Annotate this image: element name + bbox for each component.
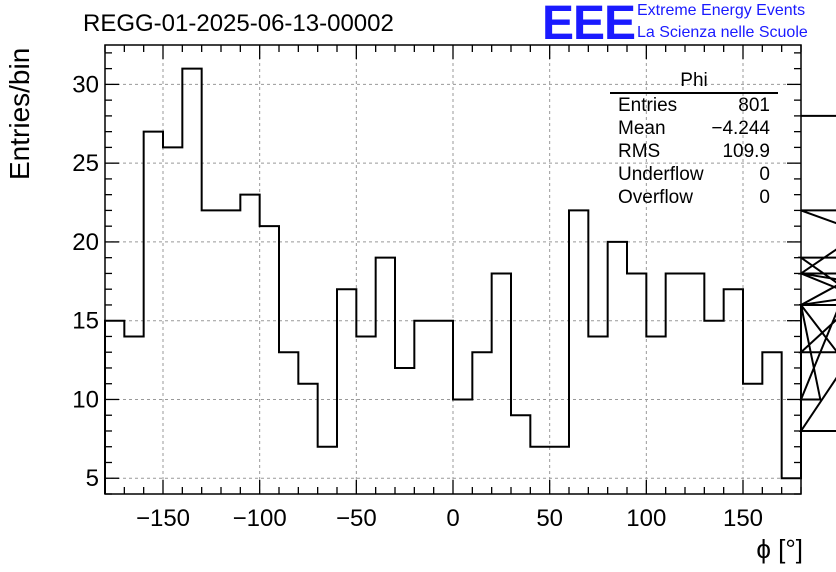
y-tick-label: 10: [72, 386, 99, 413]
y-tick-label: 5: [86, 465, 99, 492]
stats-value: 0: [759, 164, 770, 185]
plot-title: REGG-01-2025-06-13-00002: [83, 10, 394, 37]
stats-label: Underflow: [618, 164, 704, 185]
stats-label: Mean: [618, 118, 666, 139]
y-tick-label: 30: [72, 71, 99, 98]
stats-label: Entries: [618, 95, 678, 116]
tick-labels: −150 −100 −50 0 50 100 150 5 10 15 20 25 30: [72, 71, 763, 532]
stats-value: 801: [738, 95, 770, 116]
stats-box: Phi Entries 801 Mean −4.244 RMS 109.9 Un…: [610, 70, 778, 209]
stats-value: 0: [759, 187, 770, 208]
stats-label: RMS: [618, 141, 661, 162]
stats-label: Overflow: [618, 187, 693, 208]
stats-title: Phi: [610, 70, 778, 94]
eee-logo: EEE: [542, 0, 636, 50]
stats-value: 109.9: [722, 141, 770, 162]
x-tick-label: 150: [723, 505, 763, 532]
stats-row-entries: Entries 801: [610, 94, 778, 117]
x-tick-label: −100: [233, 505, 287, 532]
y-tick-label: 15: [72, 308, 99, 335]
y-tick-label: 25: [72, 150, 99, 177]
y-axis-label: Entries/bin: [4, 47, 35, 180]
histogram-step-line: [104, 67, 836, 494]
stats-row-underflow: Underflow 0: [610, 163, 778, 186]
stats-row-rms: RMS 109.9: [610, 140, 778, 163]
x-tick-label: 0: [446, 505, 459, 532]
stats-value: −4.244: [711, 118, 770, 139]
x-axis-label: ϕ [°]: [756, 534, 803, 564]
x-tick-label: −150: [136, 505, 190, 532]
x-tick-label: 50: [536, 505, 563, 532]
logo-caption-line2: La Scienza nelle Scuole: [637, 24, 808, 41]
stats-row-overflow: Overflow 0: [610, 186, 778, 209]
stats-row-mean: Mean −4.244: [610, 117, 778, 140]
logo-caption-line1: Extreme Energy Events: [637, 2, 806, 19]
y-tick-label: 20: [72, 229, 99, 256]
x-tick-label: −50: [336, 505, 377, 532]
x-tick-label: 100: [626, 505, 666, 532]
